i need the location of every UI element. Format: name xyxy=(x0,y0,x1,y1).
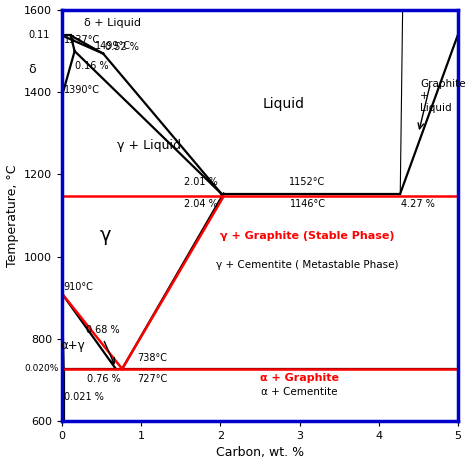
Text: α + Cementite: α + Cementite xyxy=(261,386,338,397)
Text: 0.11: 0.11 xyxy=(29,31,50,40)
Text: Liquid: Liquid xyxy=(263,97,305,111)
Text: δ + Liquid: δ + Liquid xyxy=(84,18,141,28)
Text: 2.01 %: 2.01 % xyxy=(184,177,218,187)
Text: γ + Cementite ( Metastable Phase): γ + Cementite ( Metastable Phase) xyxy=(216,260,399,270)
Text: δ: δ xyxy=(29,63,36,76)
Text: α+γ: α+γ xyxy=(60,339,85,352)
Text: γ: γ xyxy=(100,226,111,246)
Text: 738°C: 738°C xyxy=(137,353,167,363)
Text: 4.27 %: 4.27 % xyxy=(401,199,435,209)
Text: 0.16 %: 0.16 % xyxy=(75,61,109,71)
Text: 2.04 %: 2.04 % xyxy=(184,199,218,209)
Text: γ + Liquid: γ + Liquid xyxy=(117,139,181,152)
Text: 1152°C: 1152°C xyxy=(290,177,326,187)
Text: 0.021 %: 0.021 % xyxy=(64,392,103,402)
Text: 0.68 %: 0.68 % xyxy=(86,325,119,335)
Text: 0.52 %: 0.52 % xyxy=(105,41,138,52)
Text: 910°C: 910°C xyxy=(64,282,93,292)
Y-axis label: Temperature, °C: Temperature, °C xyxy=(6,164,18,266)
Text: 1146°C: 1146°C xyxy=(290,199,326,209)
Text: 1390°C: 1390°C xyxy=(64,85,100,95)
Text: 0.76 %: 0.76 % xyxy=(87,374,121,384)
Text: 0.020%: 0.020% xyxy=(24,365,58,373)
X-axis label: Carbon, wt. %: Carbon, wt. % xyxy=(216,446,304,459)
Text: γ + Graphite (Stable Phase): γ + Graphite (Stable Phase) xyxy=(220,231,395,241)
Text: 1499°C: 1499°C xyxy=(95,41,131,51)
Text: 1537°C: 1537°C xyxy=(64,35,100,46)
Text: 727°C: 727°C xyxy=(137,374,167,384)
Text: α + Graphite: α + Graphite xyxy=(260,372,339,383)
Text: Graphite
+
Liquid: Graphite + Liquid xyxy=(420,80,465,113)
